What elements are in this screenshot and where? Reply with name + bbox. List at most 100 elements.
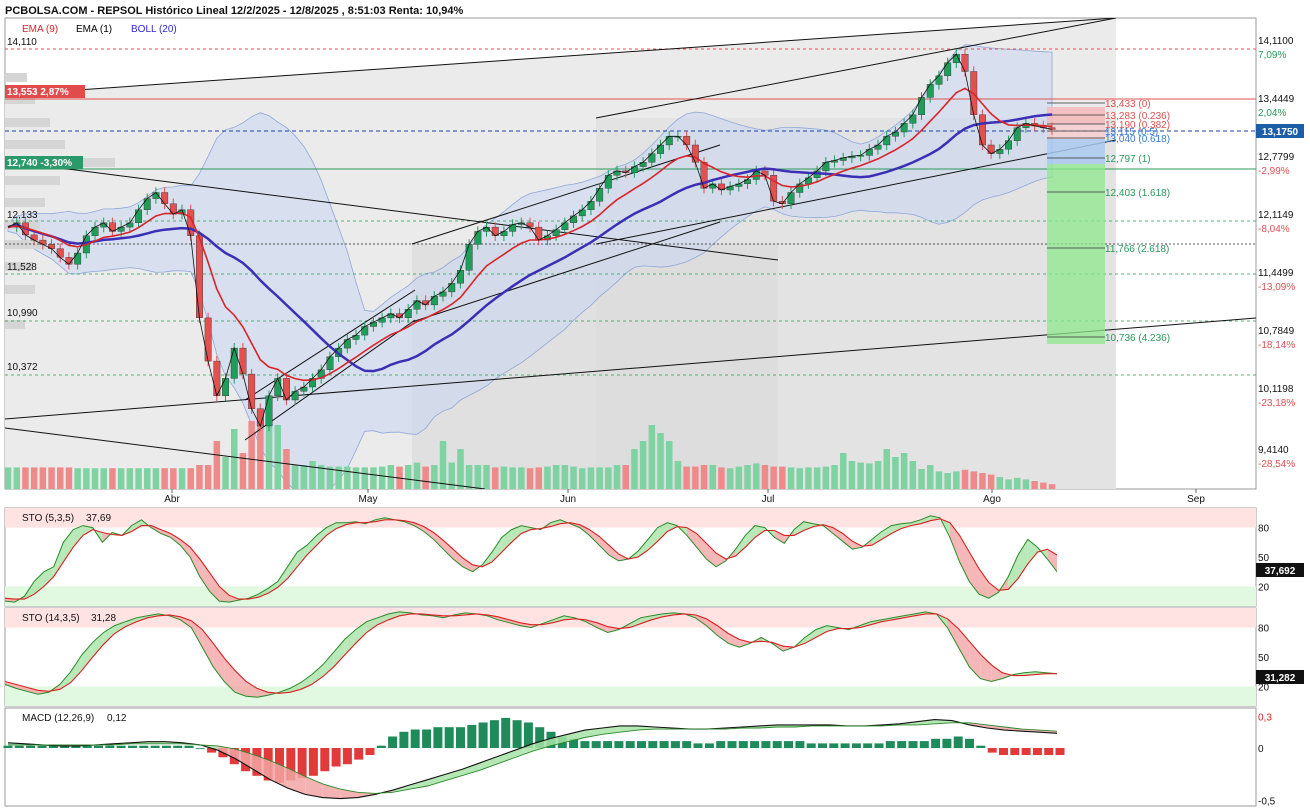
candlesticks (13, 49, 1056, 432)
volume-bar (570, 466, 577, 489)
percent-tick: -18,14% (1258, 340, 1295, 351)
macd-fill (305, 776, 323, 798)
macd-fill (322, 783, 341, 799)
macd-title: MACD (12,26,9) (22, 713, 94, 724)
candle-body (996, 149, 1004, 154)
candle-body (1005, 140, 1012, 150)
volume-bar (439, 441, 447, 489)
left-level-label: 14,110 (7, 37, 37, 48)
candle-body (639, 162, 647, 167)
price-tick: 10,7849 (1258, 326, 1295, 337)
price-tick: 10,1198 (1258, 384, 1294, 395)
candle-body (283, 378, 290, 401)
macd-hist-bar (1055, 748, 1065, 755)
sto-fill (191, 620, 203, 648)
sto-fill (453, 549, 463, 567)
fib-label: 13,433 (0) (1105, 99, 1151, 110)
volume-bar (91, 468, 99, 489)
macd-hist-bar (128, 745, 137, 748)
candle-body (361, 326, 369, 336)
sto-fill (160, 529, 171, 538)
volume-bar (900, 453, 908, 489)
macd-hist-bar (704, 743, 714, 748)
macd-fill (252, 754, 271, 780)
sto-fill (199, 558, 210, 592)
sto-fill (647, 527, 658, 551)
macd-hist-bar (207, 748, 217, 753)
volume-bar (761, 465, 769, 489)
volume-bar (613, 465, 621, 489)
volume-bar (213, 441, 221, 489)
channel-mid-lower (411, 221, 721, 323)
macd-hist-bar (682, 741, 692, 749)
candle-body (570, 215, 577, 223)
sto-fill (202, 629, 214, 667)
candle-body (291, 391, 299, 401)
macd-hist-bar (829, 743, 839, 748)
macd-hist-bar (953, 736, 963, 749)
volume-bar (892, 457, 899, 489)
profile-bar (5, 320, 25, 329)
macd-fill (462, 762, 481, 776)
left-level-tag-green (5, 156, 83, 169)
candle-body (222, 378, 230, 396)
sto-fill (344, 629, 356, 656)
candle-body (91, 226, 99, 236)
sto-fill (306, 535, 317, 556)
macd-hist-bar (60, 745, 70, 748)
volume-bar (552, 465, 560, 489)
volume-bar (918, 469, 925, 489)
macd-hist-bar (308, 748, 318, 776)
volume-bar (361, 467, 368, 489)
volume-bar (83, 468, 90, 489)
candle-body (683, 136, 691, 146)
volume-bar (518, 467, 525, 489)
macd-hist-bar (286, 748, 296, 781)
sto-fill (959, 535, 970, 582)
macd-hist-bar (1032, 748, 1042, 755)
macd-hist-bar (184, 745, 194, 748)
macd-hist-bar (750, 741, 760, 749)
candle-body (587, 200, 595, 210)
sto1-value: 37,69 (86, 513, 111, 524)
sto-fill (550, 519, 561, 527)
sto-d-line (4, 613, 1057, 694)
price-tick: 13,4449 (1258, 94, 1295, 105)
sto-fill (180, 539, 191, 557)
fib-label: 10,736 (4.236) (1105, 333, 1170, 344)
volume-bar (526, 468, 534, 489)
macd-hist-bar (987, 748, 997, 753)
volume-bar (796, 468, 803, 489)
volume-bar (231, 429, 238, 489)
sto-fill (70, 655, 82, 683)
sto1-current-tag (1256, 563, 1304, 577)
profile-bar (5, 118, 50, 127)
candle-body (56, 248, 64, 258)
sto-fill (832, 527, 843, 542)
macd-panel-content: 0,3 0 -0,5 (3, 712, 1276, 808)
volume-bar (1040, 482, 1047, 489)
macd-hist-bar (331, 748, 341, 767)
candle-body (761, 170, 769, 176)
sto-fill (930, 515, 941, 521)
sto-fill (316, 527, 327, 546)
candle-body (909, 114, 917, 124)
sto-k-line (4, 611, 1058, 698)
volume-bar (187, 468, 194, 489)
sto-fill (803, 521, 814, 531)
macd-hist-bar (342, 748, 352, 765)
macd-hist-bar (659, 741, 669, 749)
macd-fill (480, 756, 498, 771)
candle-body (535, 226, 543, 241)
sto-fill (26, 687, 38, 695)
volume-bar (378, 466, 386, 489)
candle-body (561, 222, 569, 230)
macd-hist-bar (761, 741, 771, 749)
macd-hist-bar (354, 748, 364, 760)
candle-body (500, 231, 508, 236)
volume-bar (744, 465, 751, 489)
sto-fill (170, 533, 181, 546)
macd-hist-bar (105, 745, 115, 748)
price-tick: 9,4140 (1258, 445, 1289, 456)
volume-bar (753, 463, 760, 489)
